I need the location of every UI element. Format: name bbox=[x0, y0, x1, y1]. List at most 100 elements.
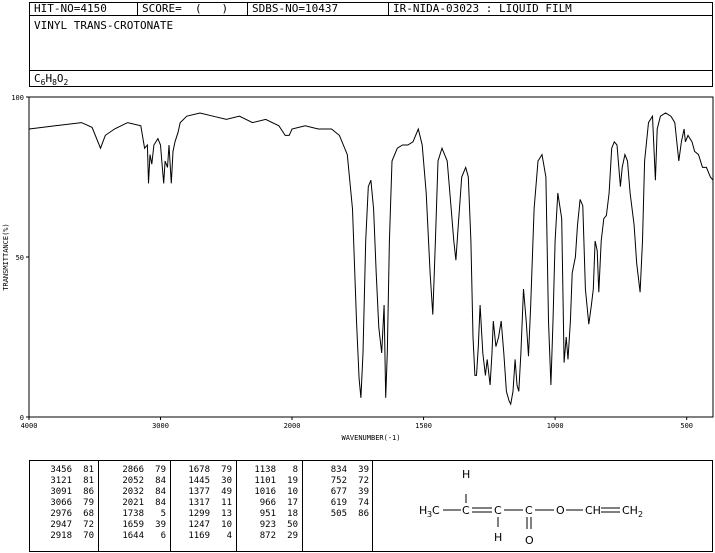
peak-wavenumber: 1678 bbox=[188, 465, 210, 475]
spectrum-line bbox=[28, 112, 714, 406]
peak-wavenumber: 1101 bbox=[254, 476, 276, 486]
peak-wavenumber: 2918 bbox=[50, 531, 72, 541]
peak-transmittance: 84 bbox=[155, 487, 166, 497]
peak-transmittance: 50 bbox=[287, 520, 298, 530]
peak-transmittance: 86 bbox=[358, 509, 369, 519]
hit-number: HIT-NO=4150 bbox=[30, 3, 138, 15]
peak-transmittance: 30 bbox=[221, 476, 232, 486]
ir-method: IR-NIDA-03023 : LIQUID FILM bbox=[393, 3, 572, 15]
peak-wavenumber: 677 bbox=[330, 487, 347, 497]
x-tick-label: 1000 bbox=[547, 422, 564, 430]
peak-wavenumber: 2866 bbox=[122, 465, 144, 475]
peak-wavenumber: 1377 bbox=[188, 487, 210, 497]
peak-transmittance: 29 bbox=[287, 531, 298, 541]
peak-transmittance: 18 bbox=[287, 509, 298, 519]
structure-atom-ch: CH bbox=[585, 504, 601, 517]
peak-wavenumber: 1016 bbox=[254, 487, 276, 497]
x-tick-label: 3000 bbox=[152, 422, 169, 430]
peak-wavenumber: 966 bbox=[259, 498, 276, 508]
peak-wavenumber: 1169 bbox=[188, 531, 210, 541]
peak-column: 2866 79 2052 84 2032 84 2021 84 1738 5 1659 39 1644 6 bbox=[99, 461, 171, 551]
peak-table: 3456 81 3121 81 3091 86 3066 79 2976 68 2947 72 2918… bbox=[29, 460, 713, 552]
peak-wavenumber: 1659 bbox=[122, 520, 144, 530]
peak-transmittance: 19 bbox=[287, 476, 298, 486]
structure-atom-o1: O bbox=[525, 534, 534, 547]
structure-atom-h3c: H bbox=[419, 504, 427, 517]
peak-column: 1678 79 1445 30 1377 49 1317 11 1299 13 1247 10 1169… bbox=[171, 461, 237, 551]
structure-atom-o2: O bbox=[556, 504, 565, 517]
structure-atom-h2: H bbox=[494, 531, 502, 544]
peak-wavenumber: 2052 bbox=[122, 476, 144, 486]
peak-wavenumber: 834 bbox=[330, 465, 347, 475]
peak-transmittance: 5 bbox=[160, 509, 166, 519]
peak-transmittance: 39 bbox=[358, 465, 369, 475]
peak-transmittance: 70 bbox=[83, 531, 94, 541]
peak-transmittance: 74 bbox=[358, 498, 369, 508]
x-axis-title: WAVENUMBER(-1) bbox=[341, 434, 400, 442]
peak-wavenumber: 2976 bbox=[50, 509, 72, 519]
peak-transmittance: 86 bbox=[83, 487, 94, 497]
peak-wavenumber: 1738 bbox=[122, 509, 144, 519]
peak-transmittance: 79 bbox=[83, 498, 94, 508]
peak-wavenumber: 3121 bbox=[50, 476, 72, 486]
ir-spectrum-chart: 4000 3000 2000 1500 1000 500 0 50 100 WAVENUMBE… bbox=[2, 94, 714, 442]
peak-table-area bbox=[30, 461, 373, 551]
structure-atom-h1: H bbox=[462, 468, 470, 481]
structure-atom-ch2-sub: 2 bbox=[638, 510, 643, 519]
plot-frame bbox=[28, 96, 714, 418]
peak-wavenumber: 923 bbox=[259, 520, 276, 530]
peak-wavenumber: 1317 bbox=[188, 498, 210, 508]
y-axis-ticks: 0 50 100 bbox=[11, 94, 29, 422]
peak-wavenumber: 2021 bbox=[122, 498, 144, 508]
y-tick-label: 50 bbox=[16, 254, 24, 262]
peak-transmittance: 68 bbox=[83, 509, 94, 519]
peak-wavenumber: 3066 bbox=[50, 498, 72, 508]
peak-wavenumber: 872 bbox=[259, 531, 276, 541]
x-tick-label: 500 bbox=[680, 422, 693, 430]
peak-transmittance: 79 bbox=[221, 465, 232, 475]
peak-wavenumber: 2032 bbox=[122, 487, 144, 497]
peak-transmittance: 81 bbox=[83, 476, 94, 486]
structure-atom-c1: C bbox=[462, 504, 470, 517]
y-axis-title: TRANSMITTANCE(%) bbox=[2, 223, 10, 290]
peak-wavenumber: 3456 bbox=[50, 465, 72, 475]
peak-transmittance: 49 bbox=[221, 487, 232, 497]
peak-wavenumber: 752 bbox=[330, 476, 347, 486]
peak-transmittance: 8 bbox=[292, 465, 298, 475]
peak-wavenumber: 951 bbox=[259, 509, 276, 519]
peak-wavenumber: 505 bbox=[330, 509, 347, 519]
compound-name: VINYL TRANS-CROTONATE bbox=[34, 19, 174, 32]
peak-transmittance: 39 bbox=[358, 487, 369, 497]
x-tick-label: 1500 bbox=[415, 422, 432, 430]
peak-wavenumber: 3091 bbox=[50, 487, 72, 497]
peak-transmittance: 72 bbox=[358, 476, 369, 486]
peak-transmittance: 4 bbox=[226, 531, 232, 541]
score-field: SCORE= ( ) bbox=[138, 3, 248, 15]
peak-column: 1138 8 1101 19 1016 10 966 17 951 18 923 50 872 29 bbox=[237, 461, 303, 551]
structure-atom-ch2: CH bbox=[622, 504, 638, 517]
peak-transmittance: 79 bbox=[155, 465, 166, 475]
x-tick-label: 4000 bbox=[21, 422, 38, 430]
y-tick-label: 100 bbox=[11, 94, 24, 102]
structure-atom-h3c-c: C bbox=[432, 504, 440, 517]
peak-wavenumber: 619 bbox=[330, 498, 347, 508]
peak-transmittance: 72 bbox=[83, 520, 94, 530]
structure-diagram: H 3 C C H C H C O O CH CH 2 bbox=[419, 468, 643, 547]
peak-transmittance: 10 bbox=[221, 520, 232, 530]
peak-transmittance: 84 bbox=[155, 498, 166, 508]
peak-wavenumber: 1299 bbox=[188, 509, 210, 519]
peak-transmittance: 81 bbox=[83, 465, 94, 475]
structure-atom-h3c-sub: 3 bbox=[427, 510, 432, 519]
peak-wavenumber: 1247 bbox=[188, 520, 210, 530]
x-axis-ticks: 4000 3000 2000 1500 1000 500 bbox=[21, 417, 693, 430]
peak-transmittance: 39 bbox=[155, 520, 166, 530]
peak-column: 3456 81 3121 81 3091 86 3066 79 2976 68 2947 72 2918… bbox=[30, 461, 99, 551]
x-tick-label: 2000 bbox=[284, 422, 301, 430]
peak-wavenumber: 1138 bbox=[254, 465, 276, 475]
peak-column: 834 39 752 72 677 39 619 74 505 86 bbox=[303, 461, 373, 551]
formula-box: C6H8O2 bbox=[29, 70, 713, 87]
peak-transmittance: 6 bbox=[160, 531, 166, 541]
peak-transmittance: 13 bbox=[221, 509, 232, 519]
peak-wavenumber: 1445 bbox=[188, 476, 210, 486]
peak-wavenumber: 1644 bbox=[122, 531, 144, 541]
